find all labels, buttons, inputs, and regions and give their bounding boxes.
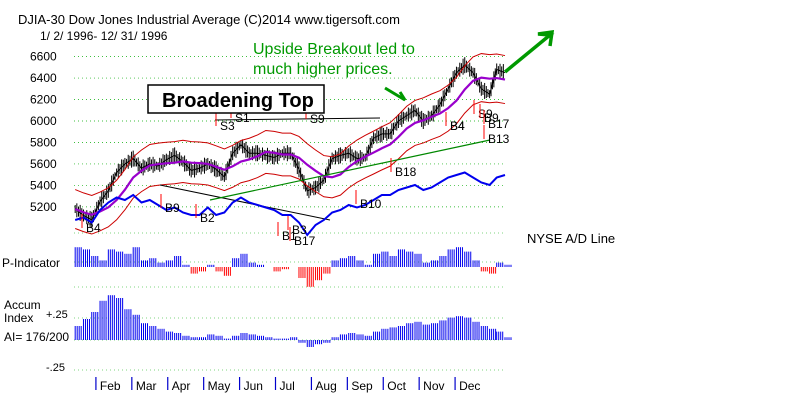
y-tick-label: 6600 (30, 50, 57, 64)
ad-line-label: NYSE A/D Line (527, 231, 615, 246)
signal-label: B9 (165, 201, 180, 215)
broadening-top-upper-line (214, 117, 381, 121)
price-line (74, 64, 506, 221)
y-tick-label: 6200 (30, 93, 57, 107)
breakout-arrow (384, 86, 407, 102)
x-tick-label: Jul (280, 379, 295, 393)
y-tick-label: 6000 (30, 114, 57, 128)
x-tick-label: Mar (136, 379, 157, 393)
y-tick-label: 5800 (30, 135, 57, 149)
signal-label: B3 (292, 223, 307, 237)
signal-label: S1 (235, 111, 250, 125)
signal-label: B4 (86, 221, 101, 235)
x-tick-label: Dec (459, 379, 480, 393)
accum-top-tick: +.25 (46, 309, 68, 321)
signal-label: B18 (395, 165, 417, 179)
indicator-bars (74, 247, 512, 347)
index-label: Index (4, 311, 33, 325)
date-range: 1/ 2/ 1996- 12/ 31/ 1996 (40, 29, 168, 43)
x-tick-label: Sep (351, 379, 373, 393)
signal-label: B4 (450, 119, 465, 133)
y-tick-label: 5400 (30, 178, 57, 192)
upper-band-line (74, 53, 506, 197)
y-tick-label: 6400 (30, 71, 57, 85)
x-tick-label: Apr (172, 379, 191, 393)
y-tick-label: 5200 (30, 200, 57, 214)
chart-title: DJIA-30 Dow Jones Industrial Average (C)… (18, 12, 400, 27)
x-tick-label: Oct (387, 379, 406, 393)
x-tick-label: Aug (315, 379, 336, 393)
uptrend-line (209, 139, 491, 201)
signal-label: S3 (220, 119, 235, 133)
axis-layer: 5200 5400 5600 5800 6000 6200 6400 6600 Feb Mar Ap… (30, 50, 480, 393)
lower-band-line (75, 101, 506, 235)
pattern-label: Broadening Top (162, 90, 314, 112)
ad-line (74, 171, 506, 237)
p-indicator-label: P-Indicator (2, 256, 60, 270)
signal-label: B10 (360, 197, 382, 211)
signal-label: B4 (450, 119, 465, 133)
accum-label: Accum (4, 298, 41, 312)
ai-label: AI= 176/200 (4, 330, 69, 344)
signal-label: B17 (488, 117, 510, 131)
signal-label: S9 (310, 112, 325, 126)
breakout-annotation-line1: Upside Breakout led to (253, 41, 415, 58)
pattern-label-box (147, 84, 325, 114)
accum-bottom-tick: -.25 (46, 362, 65, 374)
signal-label: B9 (484, 111, 499, 125)
signal-label: B17 (294, 234, 316, 248)
broadening-top-lower-line (159, 184, 331, 221)
y-tick-label: 5600 (30, 157, 57, 171)
x-tick-label: Feb (100, 379, 121, 393)
moving-average-line (74, 76, 506, 216)
signal-label: S9 (478, 107, 493, 121)
x-tick-label: Nov (423, 379, 444, 393)
x-tick-label: May (208, 379, 231, 393)
breakout-annotation-line2: much higher prices. (253, 61, 393, 78)
price-layer (74, 53, 506, 237)
signal-label: B2 (200, 211, 215, 225)
x-tick-label: Jun (244, 379, 263, 393)
upward-arrow (503, 29, 555, 74)
signal-label: B13 (488, 132, 510, 146)
